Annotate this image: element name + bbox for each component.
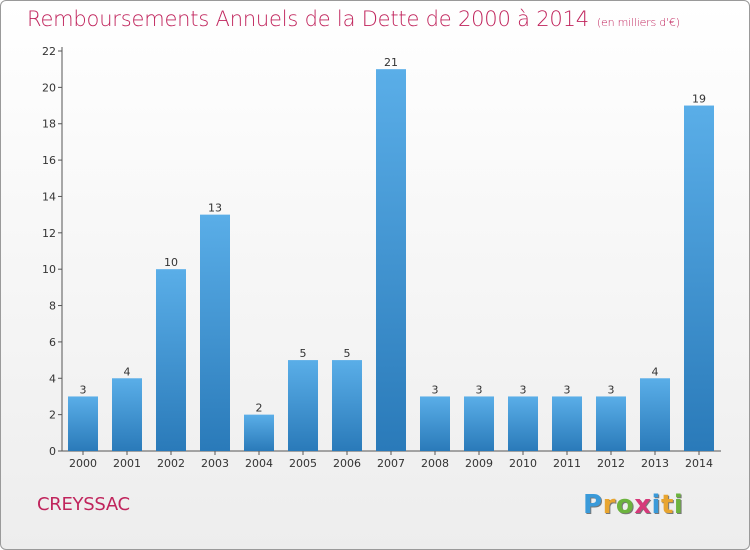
logo-letter: x (634, 490, 652, 520)
x-tick-label-2003: 2003 (201, 457, 229, 470)
y-tick-label: 4 (49, 372, 56, 385)
logo-letter: P (583, 490, 603, 520)
chart-unit-label: (en milliers d'€) (596, 16, 680, 29)
bar-2005 (288, 360, 318, 451)
y-tick-label: 10 (42, 263, 56, 276)
chart-title: Remboursements Annuels de la Dette de 20… (27, 7, 680, 31)
x-tick-label-2009: 2009 (465, 457, 493, 470)
x-tick-label-2007: 2007 (377, 457, 405, 470)
y-tick-label: 18 (42, 118, 56, 131)
bars: 3 4 10 13 2 5 5 21 3 3 3 3 3 4 19 (68, 56, 714, 451)
data-label-2011: 3 (564, 383, 571, 396)
x-tick-label-2002: 2002 (157, 457, 185, 470)
data-label-2014: 19 (692, 93, 706, 106)
data-label-2007: 21 (384, 56, 398, 69)
x-tick-label-2014: 2014 (685, 457, 713, 470)
chart-title-text: Remboursements Annuels de la Dette de 20… (27, 7, 589, 31)
proxiti-logo: Proxiti (583, 490, 683, 520)
y-tick-label: 12 (42, 227, 56, 240)
y-tick-label: 0 (49, 445, 56, 458)
data-label-2001: 4 (124, 365, 131, 378)
y-tick-label: 16 (42, 154, 56, 167)
bar-2010 (508, 396, 538, 451)
data-label-2004: 2 (256, 402, 263, 415)
bar-2014 (684, 105, 714, 451)
data-label-2008: 3 (432, 383, 439, 396)
bar-2002 (156, 269, 186, 451)
y-tick-label: 14 (42, 190, 56, 203)
bar-2003 (200, 214, 230, 451)
bar-2013 (640, 378, 670, 451)
logo-letter: r (602, 490, 616, 520)
logo-letter: i (651, 490, 661, 520)
x-tick-label-2011: 2011 (553, 457, 581, 470)
bar-2000 (68, 396, 98, 451)
bar-2007 (376, 69, 406, 451)
data-label-2003: 13 (208, 202, 222, 215)
x-tick-label-2005: 2005 (289, 457, 317, 470)
bar-2004 (244, 414, 274, 451)
logo-letter: i (673, 490, 684, 520)
logo-letter: t (660, 490, 674, 520)
x-tick-label-2013: 2013 (641, 457, 669, 470)
bar-2012 (596, 396, 626, 451)
data-label-2000: 3 (80, 383, 87, 396)
data-label-2005: 5 (300, 347, 307, 360)
x-tick-label-2000: 2000 (69, 457, 97, 470)
data-label-2012: 3 (608, 383, 615, 396)
bar-2008 (420, 396, 450, 451)
data-label-2010: 3 (520, 383, 527, 396)
y-tick-label: 20 (42, 81, 56, 94)
data-label-2006: 5 (344, 347, 351, 360)
bar-2001 (112, 378, 142, 451)
bar-2006 (332, 360, 362, 451)
x-tick-label-2010: 2010 (509, 457, 537, 470)
y-tick-label: 6 (49, 336, 56, 349)
x-tick-label-2004: 2004 (245, 457, 273, 470)
y-tick-label: 22 (42, 45, 56, 58)
x-tick-label-2001: 2001 (113, 457, 141, 470)
data-label-2013: 4 (652, 365, 659, 378)
y-axis: 0 2 4 6 8 10 12 14 16 18 20 22 (42, 45, 63, 458)
x-tick-label-2006: 2006 (333, 457, 361, 470)
x-tick-label-2012: 2012 (597, 457, 625, 470)
y-tick-label: 2 (49, 409, 56, 422)
bar-2009 (464, 396, 494, 451)
x-tick-label-2008: 2008 (421, 457, 449, 470)
y-tick-label: 8 (49, 300, 56, 313)
commune-name: CREYSSAC (37, 494, 130, 515)
x-axis: 2000 2001 2002 2003 2004 2005 2006 2007 2008 2009… (62, 450, 721, 470)
data-label-2009: 3 (476, 383, 483, 396)
logo-letter: o (615, 490, 635, 520)
data-label-2002: 10 (164, 256, 178, 269)
bar-2011 (552, 396, 582, 451)
